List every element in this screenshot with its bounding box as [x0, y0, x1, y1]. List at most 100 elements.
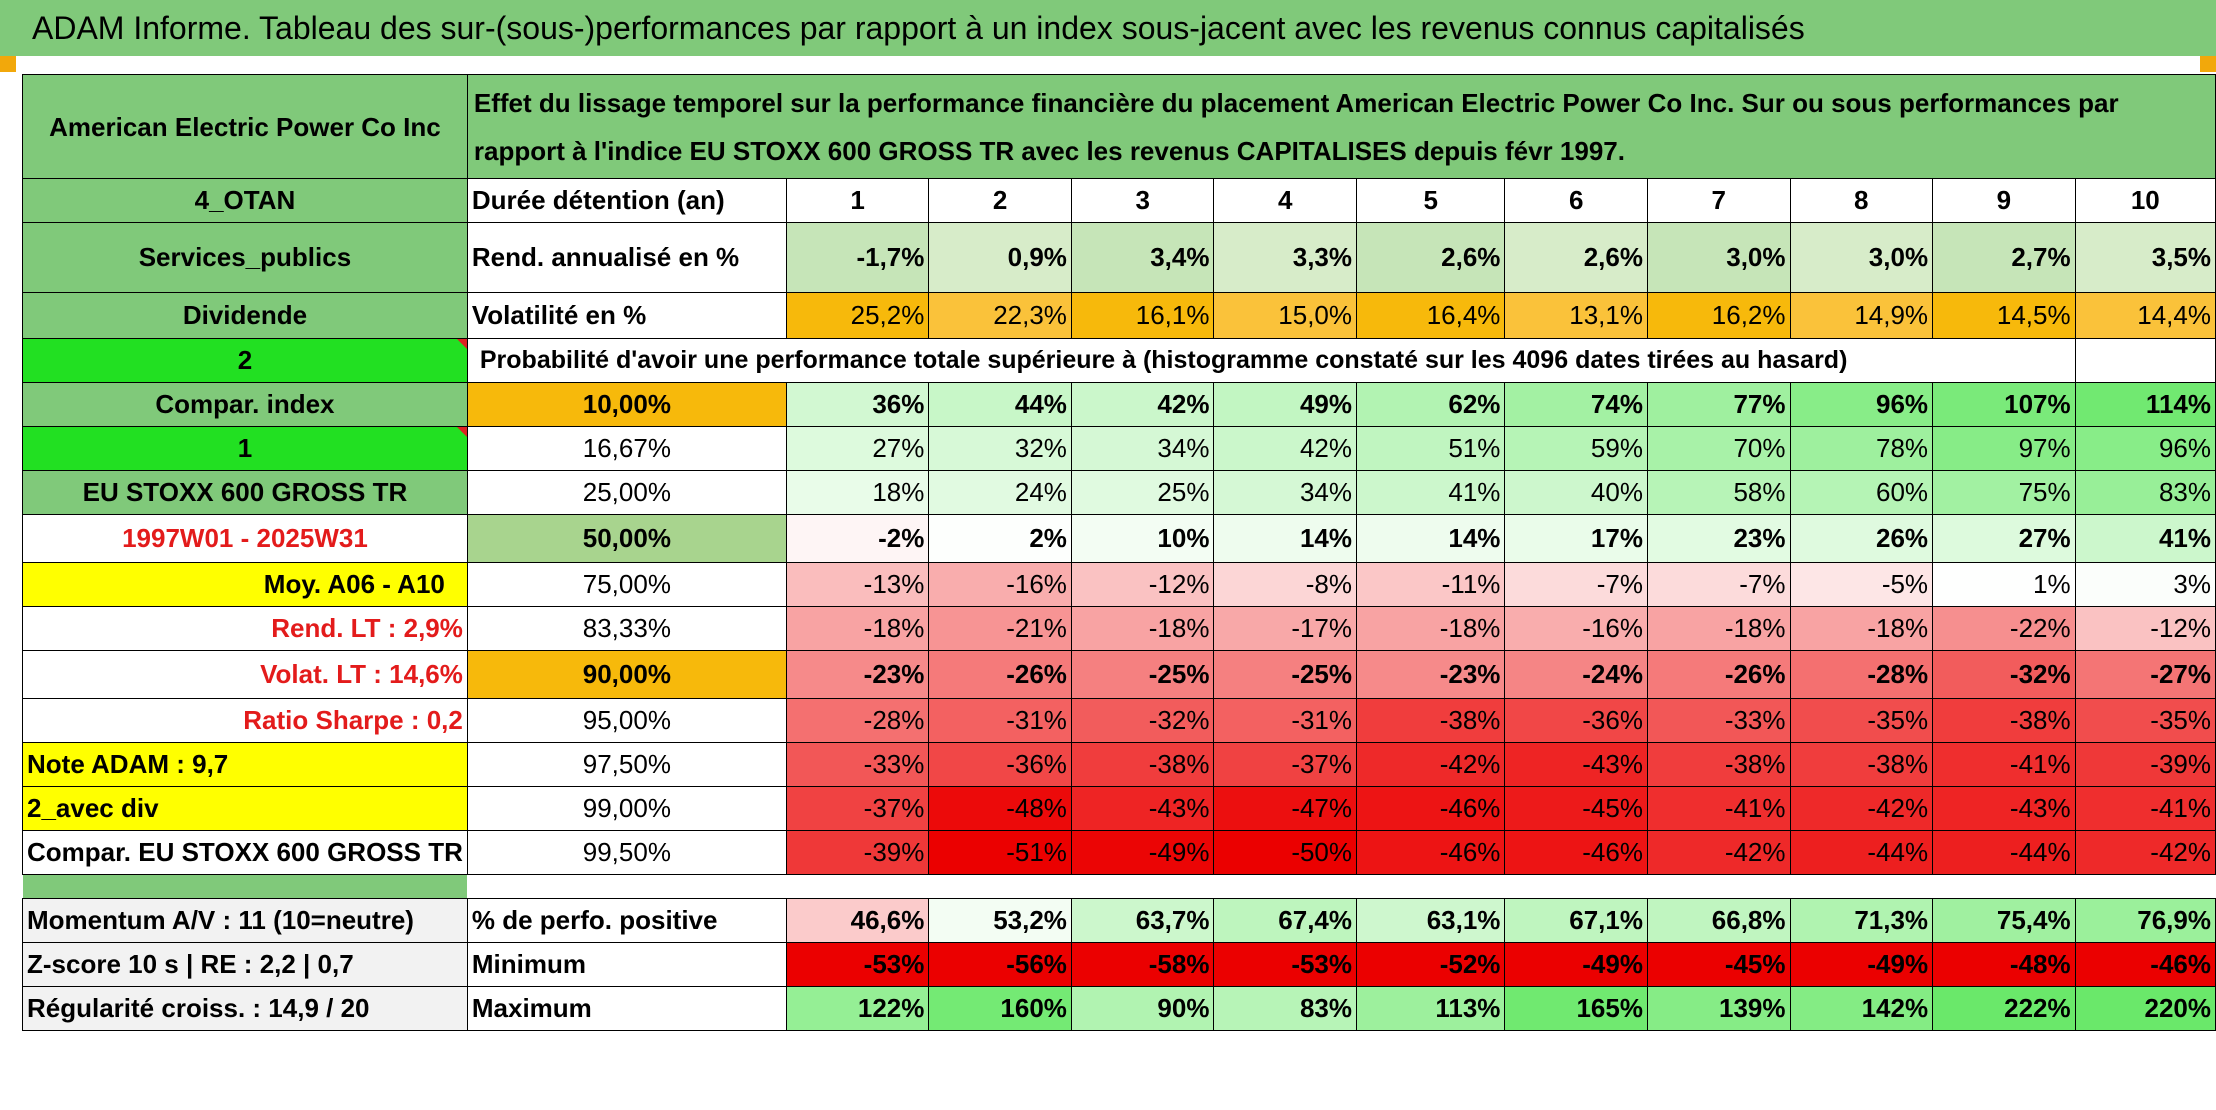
quantile-label: 97,50%	[466, 742, 787, 787]
quantile-value: -18%	[1789, 606, 1934, 651]
year-header: 10	[2074, 178, 2216, 223]
quantile-value: 27%	[785, 426, 930, 471]
corner-marker	[2200, 56, 2216, 72]
sharpe-label: Ratio Sharpe : 0,2	[22, 698, 468, 743]
quantile-value: -47%	[1213, 786, 1358, 831]
quantile-value: -46%	[1504, 830, 1648, 875]
quantile-label: 90,00%	[466, 650, 787, 699]
quantile-value: -27%	[2074, 650, 2216, 699]
table-row: American Electric Power Co Inc Effet du l…	[22, 74, 2216, 179]
quantile-value: 77%	[1646, 382, 1791, 427]
quantile-value: -7%	[1504, 562, 1648, 607]
quantile-value: -39%	[785, 830, 930, 875]
table-row: Note ADAM : 9,7 97,50% -33% -36% -38% -37% -42…	[22, 742, 2216, 787]
dividende-label: Dividende	[22, 292, 468, 339]
vol-value: 14,9%	[1789, 292, 1934, 339]
report-title: ADAM Informe. Tableau des sur-(sous-)per…	[0, 0, 2216, 56]
corner-marker	[0, 56, 16, 72]
quantile-value: -35%	[2074, 698, 2216, 743]
quantile-value: -7%	[1646, 562, 1791, 607]
quantile-value: -35%	[1789, 698, 1934, 743]
quantile-value: -36%	[928, 742, 1072, 787]
quantile-value: 83%	[2074, 470, 2216, 515]
max-value: 122%	[785, 986, 930, 1031]
vol-value: 16,4%	[1356, 292, 1506, 339]
min-value: -58%	[1070, 942, 1215, 987]
rend-value: 3,0%	[1646, 222, 1791, 293]
pos-value: 66,8%	[1646, 898, 1791, 943]
pos-value: 76,9%	[2074, 898, 2216, 943]
quantile-value: -16%	[928, 562, 1072, 607]
one-label: 1	[22, 426, 468, 471]
quantile-label: 75,00%	[466, 562, 787, 607]
pos-value: 75,4%	[1932, 898, 2076, 943]
max-value: 160%	[928, 986, 1072, 1031]
quantile-value: -37%	[785, 786, 930, 831]
quantile-value: -41%	[2074, 786, 2216, 831]
quantile-value: -5%	[1789, 562, 1934, 607]
table-row	[22, 874, 2216, 899]
quantile-value: -42%	[1646, 830, 1791, 875]
quantile-value: 10%	[1070, 514, 1215, 563]
quantile-value: 36%	[785, 382, 930, 427]
rend-value: 2,6%	[1356, 222, 1506, 293]
quantile-value: 26%	[1789, 514, 1934, 563]
quantile-label: 99,50%	[466, 830, 787, 875]
rend-value: 0,9%	[928, 222, 1072, 293]
min-value: -52%	[1356, 942, 1506, 987]
quantile-value: -25%	[1213, 650, 1358, 699]
max-value: 222%	[1932, 986, 2076, 1031]
quantile-value: 1%	[1932, 562, 2076, 607]
year-header: 6	[1504, 178, 1648, 223]
vol-value: 15,0%	[1213, 292, 1358, 339]
max-value: 220%	[2074, 986, 2216, 1031]
table-row: Z-score 10 s | RE : 2,2 | 0,7 Minimum -53%…	[22, 942, 2216, 987]
quantile-value: 17%	[1504, 514, 1648, 563]
min-value: -53%	[1213, 942, 1358, 987]
quantile-value: -39%	[2074, 742, 2216, 787]
quantile-value: 60%	[1789, 470, 1934, 515]
quantile-value: -12%	[2074, 606, 2216, 651]
quantile-label: 50,00%	[466, 514, 787, 563]
year-header: 2	[928, 178, 1072, 223]
vol-label: Volatilité en %	[466, 292, 787, 339]
duree-label: Durée détention (an)	[466, 178, 787, 223]
rend-value: 3,5%	[2074, 222, 2216, 293]
spacer-cell	[22, 874, 468, 899]
quantile-value: -38%	[1070, 742, 1215, 787]
report-description: Effet du lissage temporel sur la perform…	[466, 74, 2216, 179]
two-label: 2	[22, 338, 468, 383]
quantile-value: 27%	[1932, 514, 2076, 563]
quantile-value: -42%	[1789, 786, 1934, 831]
quantile-label: 25,00%	[466, 470, 787, 515]
quantile-value: -41%	[1932, 742, 2076, 787]
company-name: American Electric Power Co Inc	[22, 74, 468, 179]
quantile-value: 44%	[928, 382, 1072, 427]
quantile-value: -28%	[1789, 650, 1934, 699]
pos-value: 63,7%	[1070, 898, 1215, 943]
table-row: 1 16,67% 27% 32% 34% 42% 51% 59% 70% 78% 97% 96%	[22, 426, 2216, 471]
year-header: 9	[1932, 178, 2076, 223]
quantile-value: -42%	[2074, 830, 2216, 875]
quantile-value: 42%	[1213, 426, 1358, 471]
quantile-value: -23%	[1356, 650, 1506, 699]
quantile-label: 16,67%	[466, 426, 787, 471]
quantile-value: 23%	[1646, 514, 1791, 563]
max-value: 165%	[1504, 986, 1648, 1031]
sector-label: Services_publics	[22, 222, 468, 293]
quantile-value: -46%	[1356, 830, 1506, 875]
table-row: Momentum A/V : 11 (10=neutre)% de perfo.…	[22, 898, 2216, 943]
quantile-value: 70%	[1646, 426, 1791, 471]
min-value: -53%	[785, 942, 930, 987]
pos-value: 71,3%	[1789, 898, 1934, 943]
quantile-value: 42%	[1070, 382, 1215, 427]
min-label: Minimum	[466, 942, 787, 987]
year-header: 8	[1789, 178, 1934, 223]
min-value: -49%	[1789, 942, 1934, 987]
vol-value: 13,1%	[1504, 292, 1648, 339]
index-name-label: EU STOXX 600 GROSS TR	[22, 470, 468, 515]
year-header: 7	[1646, 178, 1791, 223]
max-value: 83%	[1213, 986, 1358, 1031]
quantile-value: -26%	[1646, 650, 1791, 699]
table-row: Ratio Sharpe : 0,2 95,00% -28% -31% -32% -31%…	[22, 698, 2216, 743]
